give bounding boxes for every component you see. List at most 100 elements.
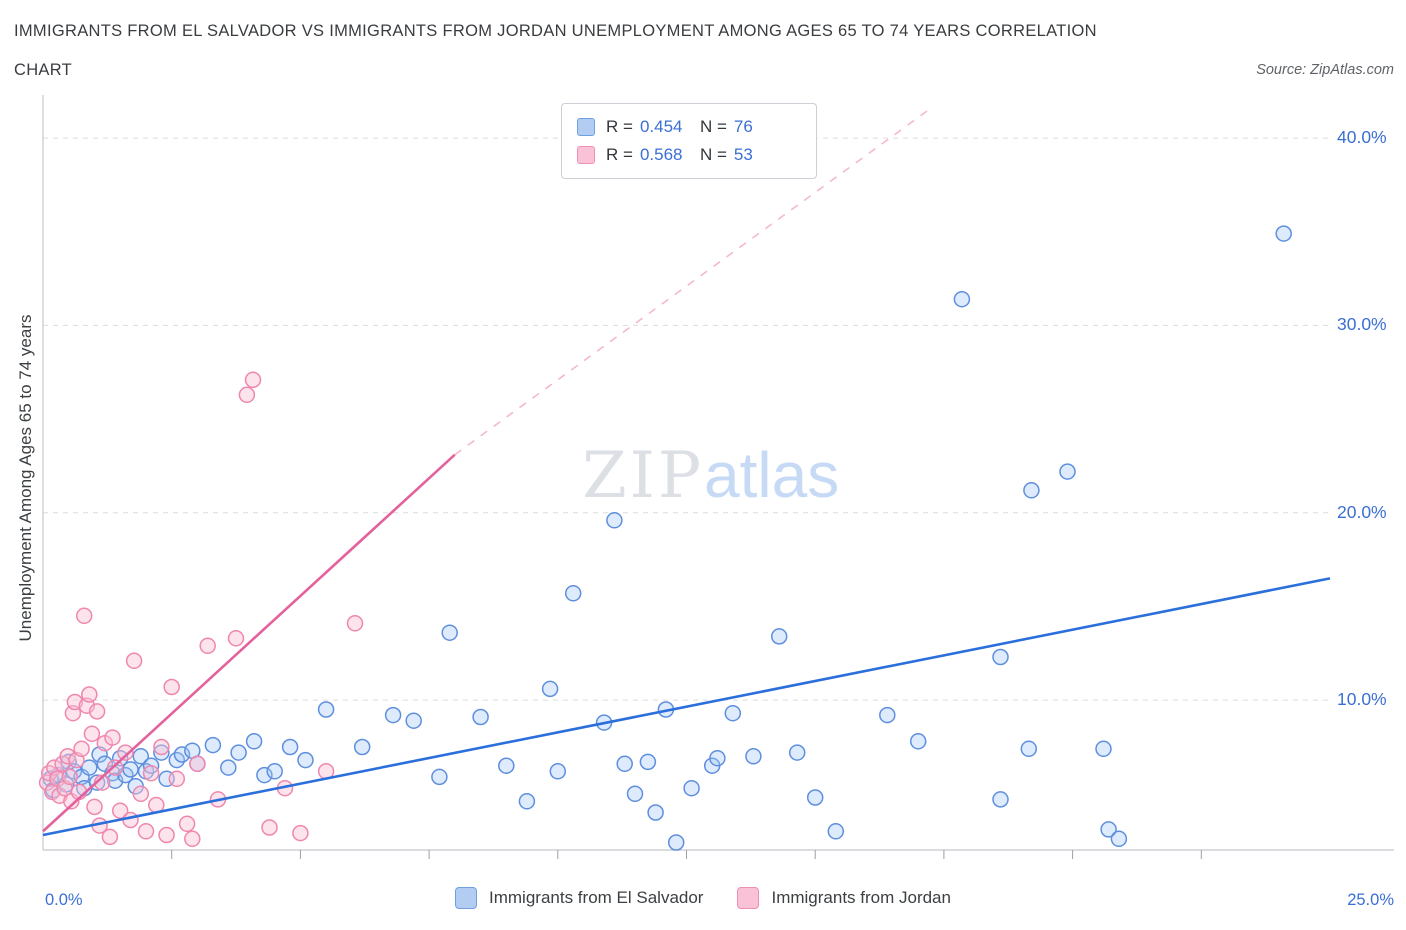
jordan-point — [73, 740, 90, 758]
jordan-legend-label: Immigrants from Jordan — [771, 888, 951, 907]
zipatlas-watermark: ZIPatlas — [582, 438, 839, 513]
el-salvador-point — [879, 706, 896, 724]
jordan-trendline — [42, 453, 456, 833]
el-salvador-legend-swatch-icon — [455, 887, 478, 909]
el-salvador-point — [549, 763, 567, 780]
el-salvador-point — [606, 512, 623, 529]
el-salvador-point — [909, 733, 927, 750]
jordan-point — [125, 652, 143, 670]
jordan-point — [75, 607, 93, 625]
el-salvador-point — [384, 706, 402, 724]
jordan-point — [227, 630, 245, 647]
watermark-atlas: atlas — [704, 439, 840, 511]
el-salvador-point — [626, 785, 644, 803]
page-title-line1: IMMIGRANTS FROM EL SALVADOR VS IMMIGRANT… — [14, 22, 1097, 40]
x-axis-min-label: 0.0% — [45, 891, 83, 909]
jordan-point — [168, 770, 186, 788]
el-salvador-point — [616, 755, 633, 773]
r-value-el-salvador: 0.454 — [639, 117, 683, 136]
el-salvador-point — [405, 712, 422, 729]
n-value-jordan: 53 — [733, 145, 753, 164]
x-axis-max-label: 25.0% — [1347, 891, 1394, 909]
el-salvador-point — [220, 759, 237, 776]
el-salvador-point — [297, 751, 314, 769]
el-salvador-point — [472, 708, 489, 726]
jordan-point — [142, 764, 160, 782]
el-salvador-point — [827, 823, 845, 840]
page-title-line2: CHART — [14, 61, 73, 79]
jordan-point — [261, 819, 278, 836]
el-salvador-point — [1095, 740, 1112, 758]
jordan-point — [132, 785, 150, 803]
legend-item-jordan: Immigrants from Jordan — [737, 887, 951, 909]
el-salvador-point — [1275, 225, 1292, 242]
el-salvador-point — [788, 744, 806, 761]
jordan-point — [83, 725, 101, 743]
series-legend: Immigrants from El Salvador Immigrants f… — [0, 887, 1406, 909]
el-salvador-point — [132, 748, 150, 765]
el-salvador-point — [173, 746, 191, 763]
jordan-point — [111, 802, 129, 819]
watermark-zip: ZIP — [582, 439, 705, 513]
legend-row-el-salvador: R = 0.454 N = 76 — [562, 113, 816, 141]
jordan-point — [81, 686, 98, 703]
el-salvador-point — [1100, 821, 1117, 838]
el-salvador-point — [992, 791, 1009, 808]
n-label: N = — [699, 117, 727, 136]
el-salvador-point — [724, 704, 742, 722]
jordan-point — [292, 824, 309, 842]
el-salvador-trendline — [42, 577, 1331, 837]
jordan-point — [346, 615, 364, 632]
jordan-legend-swatch-icon — [737, 887, 760, 909]
el-salvador-point — [647, 804, 664, 821]
el-salvador-point — [806, 789, 824, 806]
y-tick-label-30: 30.0% — [1337, 314, 1387, 335]
el-salvador-point — [1020, 740, 1038, 758]
el-salvador-point — [353, 738, 371, 756]
y-tick-label-40: 40.0% — [1337, 127, 1387, 148]
r-label: R = — [606, 117, 633, 136]
el-salvador-point — [541, 680, 559, 698]
el-salvador-point — [667, 834, 685, 851]
r-label: R = — [606, 145, 633, 164]
jordan-trendline-extension — [454, 109, 929, 456]
el-salvador-point — [564, 585, 582, 602]
el-salvador-point — [1023, 482, 1040, 499]
jordan-point — [153, 738, 170, 756]
jordan-point — [59, 748, 76, 765]
el-salvador-point — [256, 766, 273, 784]
el-salvador-swatch-icon — [577, 118, 595, 136]
jordan-point — [189, 755, 206, 773]
n-value-el-salvador: 76 — [733, 117, 753, 136]
jordan-point — [184, 830, 201, 848]
legend-row-jordan: R = 0.568 N = 53 — [562, 141, 816, 169]
el-salvador-point — [953, 290, 971, 308]
el-salvador-point — [770, 628, 788, 645]
jordan-point — [104, 729, 121, 746]
el-salvador-point — [245, 733, 263, 750]
el-salvador-point — [1110, 830, 1128, 848]
jordan-point — [88, 703, 106, 720]
n-label: N = — [699, 145, 727, 164]
jordan-point — [61, 768, 79, 786]
el-salvador-point — [992, 648, 1009, 666]
legend-item-el-salvador: Immigrants from El Salvador — [455, 887, 703, 909]
el-salvador-point — [230, 744, 247, 761]
el-salvador-point — [498, 757, 515, 774]
y-tick-label-10: 10.0% — [1337, 689, 1387, 710]
el-salvador-point — [745, 748, 762, 765]
el-salvador-point — [153, 744, 170, 761]
el-salvador-point — [431, 768, 448, 786]
jordan-point — [122, 811, 139, 829]
jordan-point — [117, 744, 134, 761]
el-salvador-point — [204, 736, 222, 754]
jordan-point — [101, 828, 119, 846]
el-salvador-point — [683, 779, 700, 797]
el-salvador-point — [317, 701, 335, 718]
jordan-point — [163, 678, 180, 696]
y-tick-label-20: 20.0% — [1337, 501, 1387, 522]
el-salvador-point — [81, 759, 98, 776]
jordan-point — [158, 826, 175, 844]
